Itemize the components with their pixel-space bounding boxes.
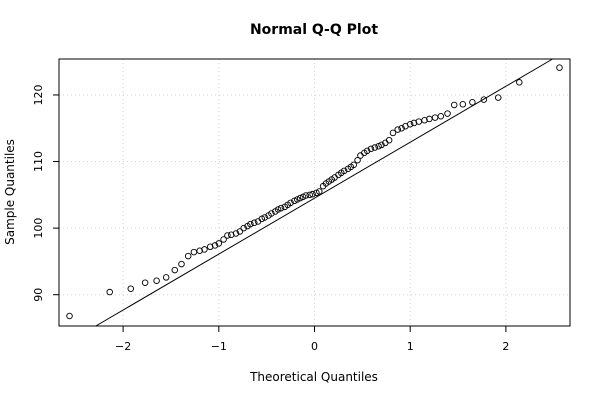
x-tick-label-1: −1 (211, 340, 227, 353)
y-tick-label-3: 120 (32, 84, 45, 105)
data-point (268, 210, 275, 217)
data-point (302, 192, 310, 199)
data-point (389, 129, 397, 137)
data-point (236, 228, 244, 235)
data-point (363, 147, 371, 155)
data-point (224, 232, 231, 239)
data-point (247, 220, 254, 228)
data-point (437, 113, 445, 120)
data-point (196, 247, 203, 255)
data-point (240, 224, 247, 232)
points (66, 64, 563, 320)
data-point (211, 242, 219, 249)
data-point (556, 64, 563, 71)
data-point (385, 136, 393, 144)
data-point (394, 126, 402, 133)
data-point (480, 96, 488, 103)
data-point (367, 145, 375, 153)
data-point (232, 230, 240, 237)
y-axis: 90 100 110 120 (32, 84, 59, 302)
data-point (306, 191, 313, 199)
data-point (141, 279, 149, 286)
data-point (66, 312, 73, 320)
x-tick-label-4: 2 (502, 340, 509, 353)
data-point (254, 218, 262, 225)
data-point (178, 260, 185, 268)
data-point (227, 231, 235, 239)
chart-title: Normal Q-Q Plot (250, 22, 378, 38)
data-point (250, 219, 258, 227)
data-point (444, 110, 451, 117)
data-point (190, 248, 198, 256)
data-point (410, 119, 418, 127)
data-point (162, 274, 170, 281)
data-point (378, 141, 385, 149)
data-point (206, 243, 214, 251)
data-point (459, 101, 467, 108)
data-point (277, 204, 285, 212)
data-point (421, 117, 428, 124)
x-tick-label-0: −2 (115, 340, 131, 353)
y-tick-label-1: 100 (32, 218, 45, 239)
reference-line-group (95, 58, 553, 327)
data-point (406, 121, 414, 128)
y-tick-label-0: 90 (32, 288, 45, 302)
data-point (316, 188, 323, 195)
data-point (371, 144, 379, 151)
data-point (469, 99, 476, 106)
y-tick-label-2: 110 (32, 151, 45, 172)
data-point (261, 214, 268, 221)
data-point (450, 101, 458, 109)
x-tick-label-3: 1 (407, 340, 414, 353)
data-point (494, 94, 502, 101)
reference-line (95, 58, 553, 327)
data-point (357, 152, 364, 159)
data-point (220, 236, 227, 243)
x-axis-label: Theoretical Quantiles (249, 370, 378, 384)
data-point (350, 161, 357, 169)
data-point (127, 285, 135, 292)
data-point (340, 167, 348, 175)
data-point (287, 199, 294, 207)
data-point (398, 124, 405, 132)
data-point (153, 277, 160, 284)
data-point (201, 246, 208, 253)
grid (59, 59, 570, 326)
x-axis: −2 −1 0 1 2 (115, 326, 509, 353)
data-point (184, 252, 192, 260)
data-point (516, 79, 523, 86)
data-point (309, 190, 316, 198)
y-axis-label: Sample Quantiles (3, 139, 17, 245)
data-point (171, 266, 179, 274)
data-point (431, 114, 439, 121)
data-point (215, 240, 223, 247)
x-tick-label-2: 0 (311, 340, 318, 353)
data-point (354, 156, 361, 164)
data-point (106, 288, 113, 296)
